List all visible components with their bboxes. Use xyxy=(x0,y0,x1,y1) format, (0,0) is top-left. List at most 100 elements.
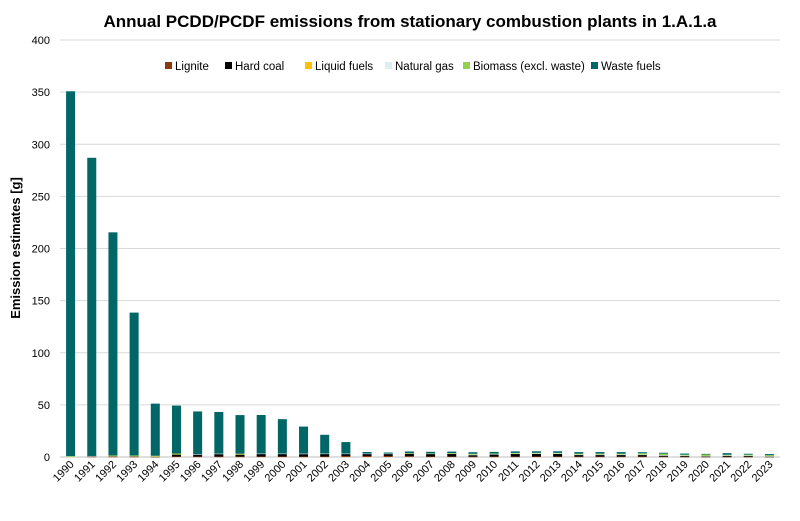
bar-segment xyxy=(743,456,753,458)
bar-segment xyxy=(299,453,309,455)
bar-segment xyxy=(383,453,393,455)
x-tick-label: 1997 xyxy=(199,459,225,485)
x-tick-label: 2000 xyxy=(263,459,289,485)
legend-label: Natural gas xyxy=(395,61,454,73)
x-tick-label: 1998 xyxy=(220,459,246,485)
x-tick-label: 2007 xyxy=(411,459,437,485)
bar-segment xyxy=(171,454,181,457)
bar-segment xyxy=(659,455,669,456)
bar-segment xyxy=(404,453,414,454)
bar-segment xyxy=(468,454,478,456)
bar-segment xyxy=(637,455,647,457)
bar-segment xyxy=(235,454,245,457)
bar-segment xyxy=(616,456,626,458)
bar-segment xyxy=(531,452,541,454)
bar-segment xyxy=(722,454,732,456)
bar-segment xyxy=(574,453,584,455)
bar-segment xyxy=(637,452,647,454)
bar-segment xyxy=(595,456,605,458)
bar-segment xyxy=(489,456,499,458)
bar-segment xyxy=(489,453,499,455)
bar-segment xyxy=(701,455,711,457)
bar-segment xyxy=(299,453,309,457)
x-tick-label: 1991 xyxy=(72,459,98,485)
bar-segment xyxy=(616,455,626,457)
bar-segment xyxy=(320,434,330,454)
x-tick-label: 2002 xyxy=(305,459,331,485)
bar-segment xyxy=(277,419,287,454)
bar-segment xyxy=(616,452,626,454)
legend-swatch xyxy=(225,62,232,69)
bar-segment xyxy=(66,91,76,457)
bar-segment xyxy=(764,456,774,457)
bar-segment xyxy=(341,453,351,456)
bar-segment xyxy=(129,312,139,456)
bar-segment xyxy=(426,453,436,454)
legend-swatch xyxy=(305,62,312,69)
bar-segment xyxy=(510,456,520,458)
bar-segment xyxy=(680,454,690,456)
bar-segment xyxy=(553,452,563,454)
bar-segment xyxy=(404,453,414,457)
bar-segment xyxy=(193,454,203,457)
bar-segment xyxy=(595,453,605,455)
x-tick-label: 2013 xyxy=(538,459,564,485)
x-tick-label: 2017 xyxy=(623,459,649,485)
x-tick-label: 1994 xyxy=(136,459,162,485)
bar-segment xyxy=(299,426,309,454)
bar-segment xyxy=(214,456,224,458)
x-tick-label: 2010 xyxy=(474,459,500,485)
bar-segment xyxy=(574,452,584,454)
bar-segment xyxy=(171,454,181,455)
y-tick-label: 200 xyxy=(32,244,50,256)
bar-segment xyxy=(256,453,266,457)
bar-segment xyxy=(256,456,266,458)
bar-segment xyxy=(404,456,414,457)
bar-segment xyxy=(764,456,774,458)
bar-segment xyxy=(87,455,97,457)
bar-segment xyxy=(362,455,372,457)
bar-segment xyxy=(616,454,626,456)
x-tick-label: 2021 xyxy=(707,459,733,485)
bar-segment xyxy=(341,455,351,457)
x-tick-label: 1996 xyxy=(178,459,204,485)
x-tick-label: 2008 xyxy=(432,459,458,485)
bar-segment xyxy=(87,456,97,458)
bar-segment xyxy=(320,456,330,458)
bar-segment xyxy=(108,456,118,458)
bar-segment xyxy=(362,453,372,456)
y-axis-label: Emission estimates [g] xyxy=(8,177,23,319)
bar-segment xyxy=(66,456,76,458)
bar-segment xyxy=(235,415,245,454)
bar-segment xyxy=(320,453,330,455)
bar-segment xyxy=(447,453,457,454)
bar-segment xyxy=(383,455,393,457)
y-tick-label: 50 xyxy=(38,400,50,412)
x-tick-label: 2016 xyxy=(601,459,627,485)
bar-segment xyxy=(722,455,732,456)
bar-segment xyxy=(171,405,181,454)
legend-swatch xyxy=(591,62,598,69)
bar-segment xyxy=(489,453,499,455)
chart-title: Annual PCDD/PCDF emissions from stationa… xyxy=(103,12,717,31)
bar-segment xyxy=(659,453,669,456)
x-tick-label: 2004 xyxy=(347,459,373,485)
bar-segment xyxy=(362,453,372,455)
bar-segment xyxy=(574,454,584,456)
bar-segment xyxy=(193,454,203,455)
y-tick-label: 0 xyxy=(44,452,50,464)
y-tick-label: 400 xyxy=(32,35,50,47)
legend-label: Hard coal xyxy=(235,61,284,73)
bar-segment xyxy=(743,453,753,455)
x-tick-label: 2006 xyxy=(390,459,416,485)
bar-segment xyxy=(510,452,520,454)
bar-segment xyxy=(256,453,266,455)
bar-segment xyxy=(595,452,605,454)
legend-label: Liquid fuels xyxy=(315,61,373,73)
y-tick-label: 350 xyxy=(32,87,50,99)
x-tick-label: 2009 xyxy=(453,459,479,485)
bar-segment xyxy=(510,453,520,455)
bar-segment xyxy=(659,455,669,457)
bar-segment xyxy=(531,453,541,457)
